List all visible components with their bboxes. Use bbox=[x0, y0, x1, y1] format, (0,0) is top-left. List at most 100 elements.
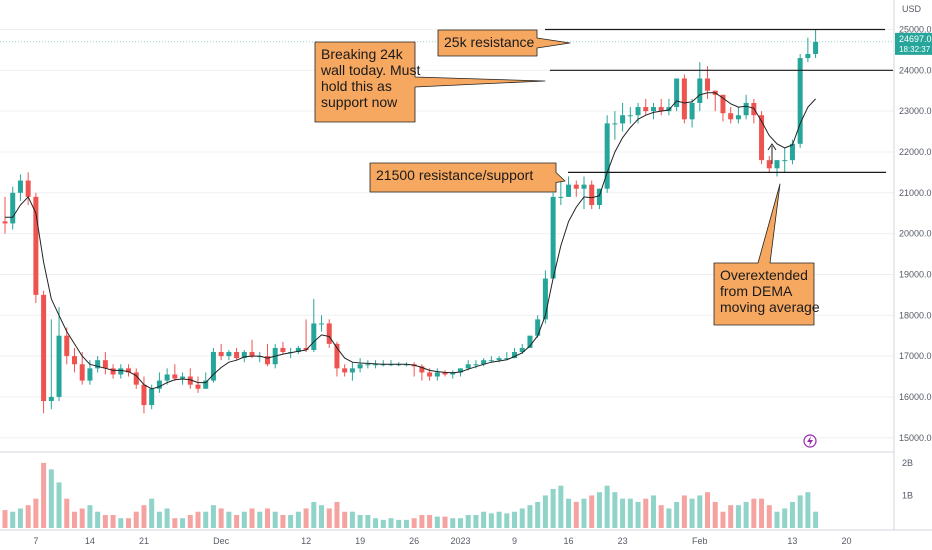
volume-bar bbox=[465, 514, 471, 528]
candle bbox=[774, 160, 780, 177]
candle bbox=[604, 115, 610, 193]
candle-body bbox=[457, 368, 463, 373]
volume-bar bbox=[141, 505, 147, 528]
candle bbox=[226, 349, 232, 361]
volume-bar bbox=[581, 498, 587, 528]
candle bbox=[71, 347, 77, 373]
volume-bar bbox=[326, 508, 332, 528]
volume-bar bbox=[187, 514, 193, 528]
volume-bar bbox=[782, 508, 788, 528]
candle bbox=[550, 192, 556, 279]
volume-bar bbox=[272, 511, 278, 528]
candle bbox=[41, 290, 47, 414]
candle bbox=[504, 352, 510, 361]
candle-body bbox=[373, 364, 379, 366]
candle-body bbox=[110, 368, 116, 375]
candle bbox=[650, 102, 656, 120]
time-tick-label: 13 bbox=[787, 536, 797, 546]
candle-body bbox=[427, 372, 433, 377]
callout-24k-box bbox=[314, 41, 546, 123]
volume-bar bbox=[766, 505, 772, 528]
candle bbox=[48, 319, 54, 410]
volume-bar bbox=[388, 518, 394, 528]
candle bbox=[643, 98, 649, 116]
volume-bar bbox=[164, 508, 170, 528]
price-axis-currency: USD bbox=[902, 4, 922, 14]
candle-body bbox=[473, 364, 479, 366]
callout-overextended-text: from DEMA bbox=[720, 283, 793, 299]
volume-bar bbox=[496, 511, 502, 528]
volume-tick-label: 2B bbox=[902, 458, 913, 468]
candle-body bbox=[604, 123, 610, 189]
volume-bar bbox=[234, 514, 240, 528]
time-tick-label: 23 bbox=[618, 536, 628, 546]
candle bbox=[589, 180, 595, 210]
volume-bar bbox=[566, 498, 572, 528]
candle-body bbox=[720, 94, 726, 114]
candle-body bbox=[141, 384, 147, 406]
volume-bar bbox=[56, 482, 62, 528]
time-tick-label: 16 bbox=[564, 536, 574, 546]
candle bbox=[187, 368, 193, 389]
volume-bar bbox=[635, 501, 641, 528]
candle-body bbox=[504, 358, 510, 360]
volume-bar bbox=[720, 511, 726, 528]
candle bbox=[133, 368, 139, 389]
volume-bar bbox=[133, 511, 139, 528]
candle-body bbox=[512, 352, 518, 359]
volume-bar bbox=[118, 518, 124, 528]
volume-tick-label: 1B bbox=[902, 490, 913, 500]
volume-bar bbox=[33, 498, 39, 528]
price-tick-label: 20000.0 bbox=[899, 229, 932, 239]
candle bbox=[635, 102, 641, 124]
candle-body bbox=[743, 102, 749, 116]
candle bbox=[581, 176, 587, 210]
volume-bar bbox=[48, 469, 54, 528]
price-axis[interactable]: USD 25000.0 24000.0 23000.0 22000.0 21000.0 20… bbox=[899, 4, 932, 443]
time-tick-label: 21 bbox=[139, 536, 149, 546]
candle bbox=[442, 370, 448, 377]
candle-body bbox=[450, 372, 456, 375]
candle-body bbox=[118, 368, 124, 375]
candle-body bbox=[566, 184, 572, 197]
volume-bar bbox=[789, 501, 795, 528]
volume-bar bbox=[203, 511, 209, 528]
volume-bar bbox=[10, 511, 16, 528]
callout-21500-text: 21500 resistance/support bbox=[376, 167, 533, 183]
candle-body bbox=[666, 107, 672, 112]
candle-body bbox=[527, 335, 533, 348]
candle-body bbox=[48, 396, 54, 402]
candle bbox=[126, 364, 132, 377]
volume-bars bbox=[2, 462, 819, 528]
volume-bar bbox=[311, 501, 317, 528]
volume-bar bbox=[550, 488, 556, 528]
callout-25k: 25k resistance bbox=[437, 29, 571, 57]
candle bbox=[264, 343, 270, 367]
candle bbox=[295, 345, 301, 355]
candle bbox=[681, 74, 687, 124]
candle bbox=[64, 327, 70, 365]
time-tick-label: 7 bbox=[33, 536, 38, 546]
candle-body bbox=[689, 102, 695, 120]
candle bbox=[573, 180, 579, 197]
time-tick-label: Feb bbox=[692, 536, 708, 546]
time-axis[interactable]: 7 14 21 Dec 12 19 26 2023 9 16 23 Feb 13 20 bbox=[33, 536, 851, 546]
candle-body bbox=[10, 192, 16, 224]
candle-body bbox=[349, 368, 355, 373]
candle-body bbox=[481, 360, 487, 365]
candle-body bbox=[697, 78, 703, 103]
current-price-label: 24697.0 bbox=[899, 34, 932, 44]
candle bbox=[79, 352, 85, 385]
candle-body bbox=[434, 372, 440, 377]
price-tick-label: 22000.0 bbox=[899, 147, 932, 157]
candle bbox=[813, 29, 819, 59]
candle bbox=[56, 307, 62, 402]
lightning-icon[interactable] bbox=[803, 434, 817, 448]
volume-bar bbox=[87, 505, 93, 528]
volume-bar bbox=[573, 501, 579, 528]
candle bbox=[766, 156, 772, 173]
candle bbox=[25, 172, 31, 206]
candle-body bbox=[674, 78, 680, 108]
candle bbox=[434, 368, 440, 381]
